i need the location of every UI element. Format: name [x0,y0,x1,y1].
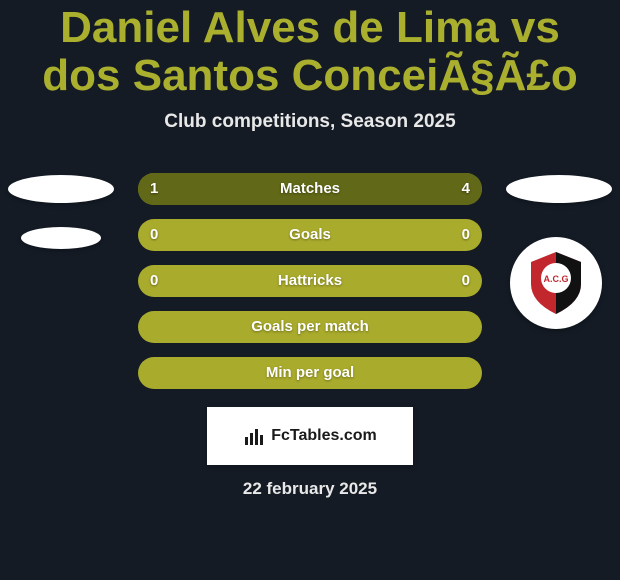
stats-list: Matches 1 4 Goals 0 0 Hattricks 0 0 Goals per mat… [138,173,482,389]
stat-value-right: 0 [462,272,470,289]
club-badge-icon: A.C.G [521,248,591,318]
left-player-marks [8,175,114,249]
stat-fill-left [138,173,207,205]
stat-label: Matches [280,180,340,197]
stat-value-right: 0 [462,226,470,243]
comparison-card: Daniel Alves de Lima vs dos Santos Conce… [0,0,620,580]
right-oval-1 [506,175,612,203]
stat-value-left: 1 [150,180,158,197]
svg-text:A.C.G: A.C.G [543,274,568,284]
stat-value-right: 4 [462,180,470,197]
stat-row: Hattricks 0 0 [138,265,482,297]
stat-row: Matches 1 4 [138,173,482,205]
bars-icon [243,425,265,447]
stat-label: Hattricks [278,272,342,289]
stat-row: Min per goal [138,357,482,389]
stat-label: Goals per match [251,318,369,335]
brand-badge[interactable]: FcTables.com [207,407,413,465]
stat-value-left: 0 [150,226,158,243]
stat-fill-right [207,173,482,205]
brand-text: FcTables.com [271,427,377,445]
stat-row: Goals per match [138,311,482,343]
left-oval-1 [8,175,114,203]
footer-date: 22 february 2025 [0,479,620,499]
stat-value-left: 0 [150,272,158,289]
left-oval-2 [21,227,101,249]
right-player-marks: A.C.G [506,175,612,203]
page-title: Daniel Alves de Lima vs dos Santos Conce… [0,4,620,101]
subtitle: Club competitions, Season 2025 [0,111,620,133]
right-club-badge: A.C.G [510,237,602,329]
stat-row: Goals 0 0 [138,219,482,251]
stat-label: Min per goal [266,364,354,381]
stat-label: Goals [289,226,331,243]
